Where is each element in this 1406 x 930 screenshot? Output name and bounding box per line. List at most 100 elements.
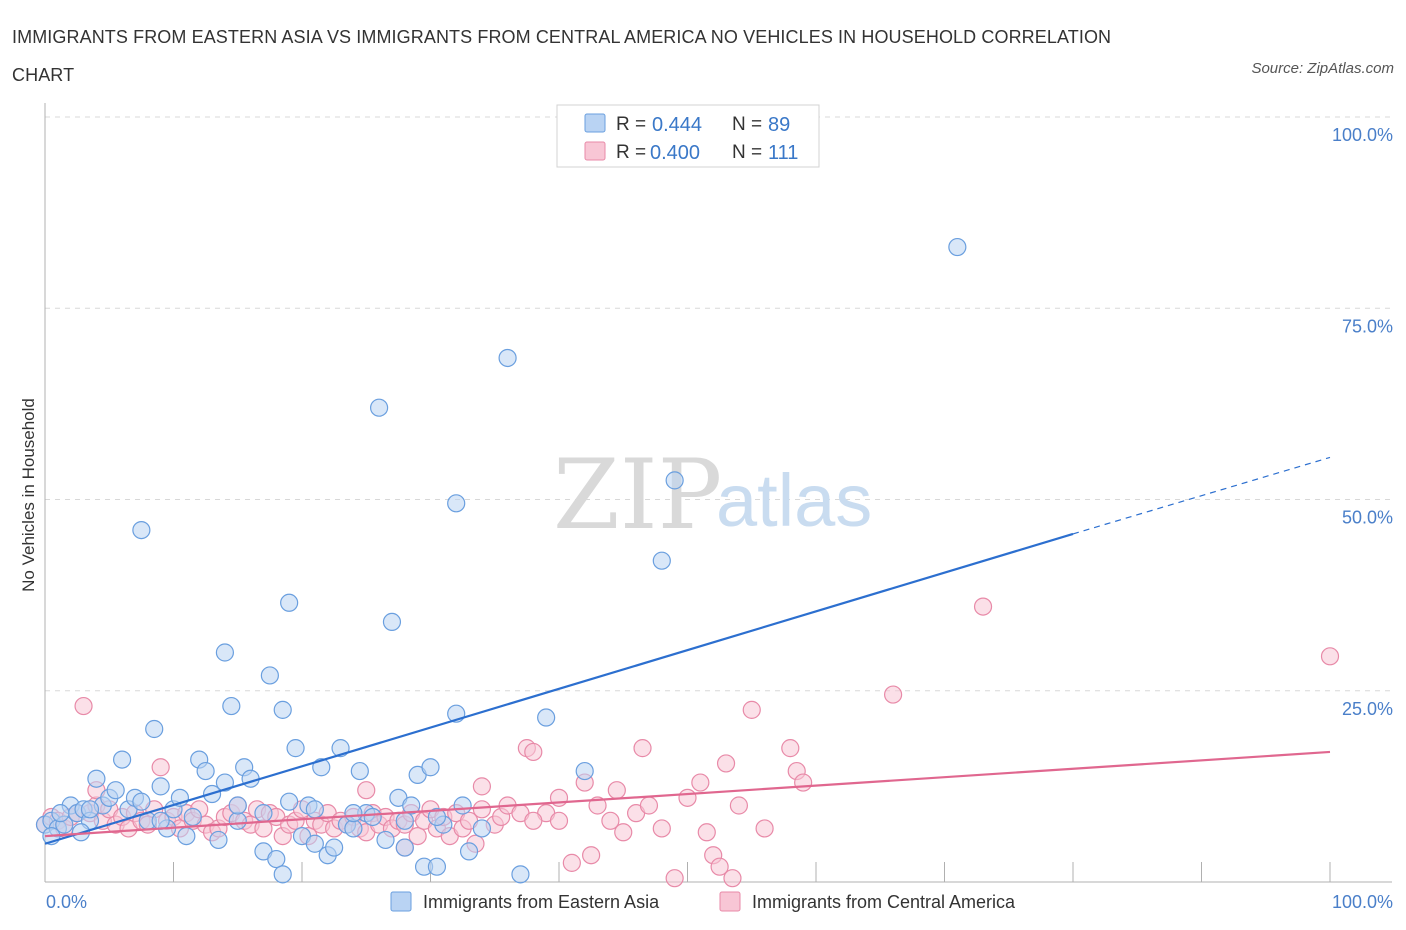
y-axis-label: No Vehicles in Household	[19, 398, 38, 592]
eastern-asia-point-51	[350, 761, 369, 781]
eastern-asia-point-80	[151, 811, 170, 830]
central-america-point-87	[678, 788, 697, 807]
stats-r-value-pink: 0.400	[650, 142, 700, 164]
chart-title: IMMIGRANTS FROM EASTERN ASIA VS IMMIGRAN…	[12, 27, 1112, 85]
stats-n-value-blue: 89	[768, 114, 790, 136]
eastern-asia-point-62	[421, 758, 440, 777]
eastern-asia-point-12	[112, 750, 132, 769]
eastern-asia-point-75	[665, 471, 684, 490]
stats-r-value-blue: 0.444	[652, 114, 702, 136]
central-america-point-93	[729, 796, 749, 815]
central-america-point-76	[562, 853, 581, 872]
eastern-asia-point-71	[511, 865, 530, 884]
central-america-point-84	[639, 796, 659, 815]
eastern-asia-point-17	[145, 719, 164, 739]
eastern-asia-point-87	[80, 800, 100, 819]
stats-swatch-blue	[584, 113, 606, 133]
y-tick-label-1: 75.0%	[1342, 316, 1393, 336]
axes	[44, 103, 1392, 883]
central-america-point-88	[691, 773, 710, 792]
eastern-asia-point-58	[395, 838, 414, 857]
central-america-point-96	[781, 739, 800, 758]
eastern-asia-point-66	[453, 796, 472, 815]
stats-r-label-blue: R =	[616, 114, 646, 135]
eastern-asia-point-50	[344, 819, 363, 838]
eastern-asia-point-41	[286, 739, 305, 758]
central-america-point-80	[601, 811, 620, 830]
y-tick-label-2: 50.0%	[1342, 508, 1393, 528]
central-america-point-94	[742, 700, 761, 719]
eastern-asia-point-27	[209, 830, 228, 850]
stats-legend: R = 0.444 N = 89 R = 0.400 N = 111	[556, 104, 820, 168]
eastern-asia-point-15	[132, 792, 151, 811]
central-america-point-58	[408, 826, 427, 846]
eastern-asia-point-82	[254, 804, 273, 823]
eastern-asia-point-36	[267, 849, 286, 869]
central-america-point-103	[357, 781, 376, 800]
central-america-points	[35, 597, 1340, 888]
central-america-point-75	[549, 811, 569, 830]
eastern-asia-point-56	[382, 612, 402, 632]
eastern-asia-point-73	[575, 761, 594, 781]
grid-lines	[45, 116, 1392, 692]
eastern-asia-point-68	[459, 842, 479, 861]
x-tick-label-1: 100.0%	[1332, 892, 1393, 912]
eastern-asia-point-29	[215, 643, 234, 662]
eastern-asia-trend-extension	[1072, 456, 1331, 535]
x-tick-labels: 0.0% 100.0%	[46, 892, 1393, 912]
legend-swatch-eastern-asia	[390, 891, 412, 912]
eastern-asia-point-86	[427, 807, 447, 827]
central-america-point-91	[710, 857, 729, 876]
central-america-point-98	[794, 773, 813, 792]
trend-lines	[44, 456, 1331, 845]
eastern-asia-point-31	[228, 811, 247, 830]
central-america-point-101	[1320, 647, 1340, 666]
eastern-asia-point-55	[376, 830, 395, 850]
y-tick-label-3: 25.0%	[1342, 699, 1393, 719]
eastern-asia-point-44	[305, 834, 324, 853]
eastern-asia-point-85	[395, 811, 414, 830]
eastern-asia-point-18	[151, 777, 170, 796]
stats-swatch-pink	[584, 141, 606, 161]
central-america-point-67	[472, 800, 491, 819]
eastern-asia-point-63	[427, 857, 447, 876]
y-tick-labels: 100.0% 75.0% 50.0% 25.0%	[1332, 125, 1393, 719]
central-america-point-83	[633, 739, 652, 758]
central-america-point-99	[883, 685, 903, 704]
eastern-asia-point-37	[273, 865, 292, 884]
central-america-point-78	[582, 846, 601, 865]
eastern-asia-point-84	[344, 804, 363, 823]
eastern-asia-point-76	[948, 237, 967, 257]
legend-swatch-central-america	[719, 891, 741, 912]
eastern-asia-point-11	[106, 781, 125, 800]
eastern-asia-points	[35, 237, 967, 884]
eastern-asia-point-53	[363, 807, 382, 827]
central-america-point-104	[472, 777, 491, 796]
eastern-asia-point-88	[132, 520, 151, 540]
legend-label-central-america: Immigrants from Central America	[752, 892, 1016, 912]
eastern-asia-point-40	[280, 593, 299, 612]
eastern-asia-point-83	[305, 800, 324, 819]
central-america-point-6	[74, 696, 93, 716]
eastern-asia-point-38	[273, 700, 292, 719]
stats-n-label-blue: N =	[732, 114, 762, 135]
eastern-asia-point-35	[260, 666, 279, 685]
eastern-asia-point-30	[222, 696, 241, 716]
central-america-point-73	[524, 742, 543, 762]
central-america-point-105	[524, 811, 543, 830]
source-credit: Source: ZipAtlas.com	[1251, 60, 1394, 77]
central-america-trend-line	[44, 750, 1331, 838]
central-america-point-86	[665, 869, 684, 888]
eastern-asia-point-22	[177, 826, 196, 846]
eastern-asia-point-74	[652, 551, 671, 570]
eastern-asia-point-70	[498, 348, 517, 368]
eastern-asia-point-78	[51, 804, 70, 823]
eastern-asia-trend-line	[44, 532, 1074, 845]
eastern-asia-point-25	[196, 761, 215, 781]
eastern-asia-point-23	[183, 807, 202, 827]
eastern-asia-point-65	[447, 494, 466, 513]
y-tick-label-0: 100.0%	[1332, 125, 1393, 145]
eastern-asia-point-47	[325, 838, 344, 857]
eastern-asia-point-59	[402, 796, 421, 815]
